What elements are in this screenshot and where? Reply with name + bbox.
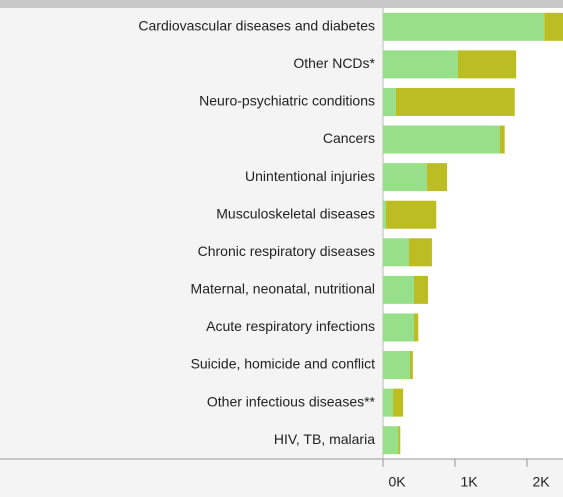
header-strip xyxy=(0,0,563,8)
bar-segment xyxy=(413,313,419,342)
bar-segment xyxy=(385,200,437,229)
x-tick-label: 1K xyxy=(460,474,478,490)
y-tick-label: Acute respiratory infections xyxy=(206,318,375,334)
plot-area xyxy=(383,8,563,459)
bar-segment xyxy=(499,125,505,154)
bar-segment xyxy=(383,238,409,267)
bar-segment xyxy=(383,125,500,154)
bar-segment xyxy=(408,238,432,267)
y-tick-label: Musculoskeletal diseases xyxy=(216,205,375,221)
y-tick-label: Other infectious diseases** xyxy=(207,393,376,409)
bar-segment xyxy=(383,388,394,417)
bar-segment xyxy=(383,50,458,79)
bar-segment xyxy=(383,351,410,380)
bar-segment xyxy=(383,426,399,455)
bar-segment xyxy=(426,163,448,192)
y-tick-label: Other NCDs* xyxy=(293,55,375,71)
y-tick-label: Maternal, neonatal, nutritional xyxy=(191,281,375,297)
y-tick-label: Unintentional injuries xyxy=(245,168,375,184)
bar-segment xyxy=(413,275,428,304)
bar-segment xyxy=(393,388,404,417)
bar-segment xyxy=(383,87,396,116)
bar-segment xyxy=(395,87,515,116)
bar-segment xyxy=(383,313,414,342)
bar-segment xyxy=(383,12,545,41)
bar-segment xyxy=(383,200,386,229)
x-tick-label: 2K xyxy=(532,474,550,490)
y-tick-label: Cardiovascular diseases and diabetes xyxy=(138,17,375,33)
bar-segment xyxy=(410,351,413,380)
y-tick-label: HIV, TB, malaria xyxy=(274,431,375,447)
bar-segment xyxy=(398,426,401,455)
x-tick-label: 0K xyxy=(388,474,406,490)
bar-segment xyxy=(383,275,414,304)
bar-segment xyxy=(544,12,563,41)
y-tick-label: Chronic respiratory diseases xyxy=(198,243,375,259)
bar-segment xyxy=(383,163,427,192)
y-tick-label: Cancers xyxy=(323,130,375,146)
y-tick-label: Neuro-psychiatric conditions xyxy=(199,93,375,109)
y-tick-label: Suicide, homicide and conflict xyxy=(191,356,376,372)
bar-segment xyxy=(457,50,517,79)
